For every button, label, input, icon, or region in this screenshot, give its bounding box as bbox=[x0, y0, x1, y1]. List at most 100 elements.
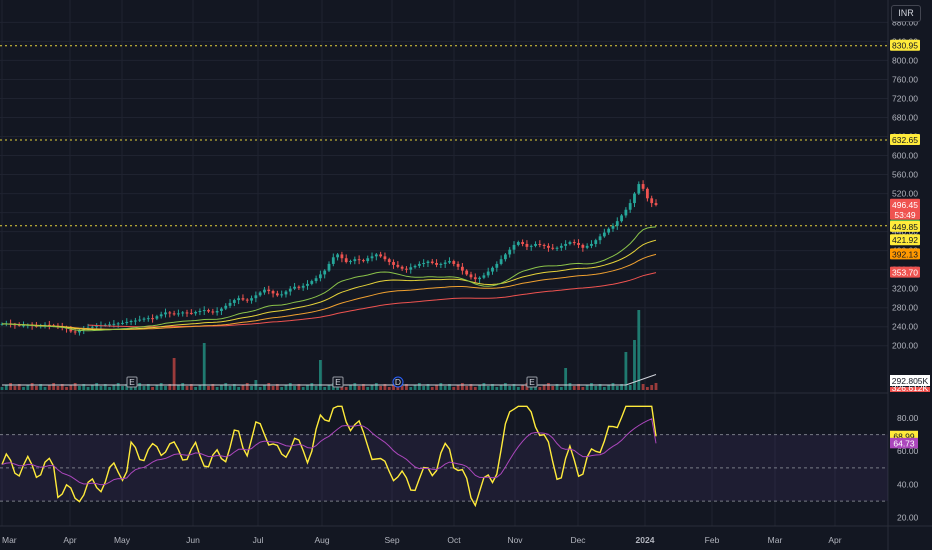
candle[interactable] bbox=[611, 225, 615, 229]
candle[interactable] bbox=[318, 274, 322, 279]
candle[interactable] bbox=[155, 316, 159, 319]
candle[interactable] bbox=[607, 228, 611, 233]
candle[interactable] bbox=[525, 243, 529, 247]
event-marker[interactable]: D bbox=[392, 376, 404, 388]
candle[interactable] bbox=[138, 319, 142, 321]
candle[interactable] bbox=[508, 249, 512, 255]
candle[interactable] bbox=[405, 268, 408, 270]
candle[interactable] bbox=[547, 245, 550, 248]
candle[interactable] bbox=[151, 318, 154, 320]
candle[interactable] bbox=[271, 291, 275, 294]
candle[interactable] bbox=[164, 312, 167, 315]
candle[interactable] bbox=[602, 232, 606, 237]
candle[interactable] bbox=[478, 277, 481, 280]
candle[interactable] bbox=[387, 259, 391, 263]
candle[interactable] bbox=[168, 312, 172, 314]
candle[interactable] bbox=[460, 266, 464, 271]
candle[interactable] bbox=[142, 318, 146, 320]
candle[interactable] bbox=[314, 278, 318, 282]
candle[interactable] bbox=[422, 262, 426, 264]
event-marker[interactable]: E bbox=[332, 376, 344, 388]
candle[interactable] bbox=[254, 295, 258, 299]
candle[interactable] bbox=[443, 262, 447, 264]
candle[interactable] bbox=[177, 313, 180, 315]
candle[interactable] bbox=[228, 302, 232, 306]
candle[interactable] bbox=[456, 263, 460, 267]
candle[interactable] bbox=[362, 260, 365, 262]
candle[interactable] bbox=[542, 244, 546, 246]
candle[interactable] bbox=[379, 254, 383, 257]
candle[interactable] bbox=[297, 286, 301, 288]
candle[interactable] bbox=[202, 310, 206, 312]
candle[interactable] bbox=[559, 245, 563, 248]
rsi-ma-line[interactable] bbox=[1, 418, 657, 486]
candle[interactable] bbox=[232, 300, 236, 303]
candle[interactable] bbox=[486, 271, 490, 276]
candle[interactable] bbox=[409, 267, 413, 270]
candle[interactable] bbox=[331, 257, 335, 264]
candle[interactable] bbox=[417, 263, 421, 266]
candle[interactable] bbox=[439, 263, 443, 265]
candle[interactable] bbox=[413, 265, 417, 268]
candle[interactable] bbox=[628, 203, 632, 210]
candle[interactable] bbox=[469, 274, 473, 278]
candle[interactable] bbox=[620, 215, 623, 222]
candle[interactable] bbox=[435, 262, 438, 265]
candle[interactable] bbox=[275, 293, 279, 296]
candle[interactable] bbox=[473, 277, 477, 280]
candle[interactable] bbox=[396, 264, 400, 267]
candle[interactable] bbox=[323, 270, 327, 275]
candle[interactable] bbox=[353, 259, 357, 262]
moving-average-line-1[interactable] bbox=[88, 272, 657, 328]
candle[interactable] bbox=[581, 244, 585, 248]
candle[interactable] bbox=[129, 321, 133, 323]
candle[interactable] bbox=[78, 330, 81, 333]
candle[interactable] bbox=[172, 313, 176, 315]
candle[interactable] bbox=[641, 184, 645, 189]
candle[interactable] bbox=[564, 243, 568, 246]
candle[interactable] bbox=[400, 266, 404, 269]
candle[interactable] bbox=[615, 221, 619, 226]
candle[interactable] bbox=[301, 285, 305, 288]
candle[interactable] bbox=[340, 254, 344, 259]
candle[interactable] bbox=[241, 298, 245, 300]
candle[interactable] bbox=[383, 256, 387, 260]
candle[interactable] bbox=[263, 289, 266, 293]
candle[interactable] bbox=[645, 188, 649, 199]
candle[interactable] bbox=[306, 283, 309, 286]
event-marker[interactable]: E bbox=[126, 376, 138, 388]
candle[interactable] bbox=[633, 193, 636, 204]
candle[interactable] bbox=[529, 245, 533, 247]
candle[interactable] bbox=[512, 244, 516, 250]
price-pane[interactable] bbox=[0, 45, 888, 336]
candle[interactable] bbox=[293, 286, 296, 289]
candle[interactable] bbox=[370, 256, 374, 259]
candle[interactable] bbox=[280, 294, 284, 296]
candle[interactable] bbox=[357, 259, 361, 261]
candle[interactable] bbox=[551, 247, 555, 249]
candle[interactable] bbox=[258, 292, 262, 296]
candle[interactable] bbox=[17, 324, 21, 326]
candle[interactable] bbox=[650, 198, 654, 204]
candle[interactable] bbox=[22, 325, 25, 327]
candle[interactable] bbox=[310, 281, 314, 284]
candle[interactable] bbox=[624, 209, 628, 216]
candle[interactable] bbox=[504, 254, 507, 260]
candle[interactable] bbox=[108, 324, 111, 326]
candle[interactable] bbox=[125, 321, 129, 323]
candle[interactable] bbox=[146, 318, 150, 320]
candle[interactable] bbox=[590, 243, 593, 246]
candle[interactable] bbox=[284, 291, 288, 295]
candle[interactable] bbox=[555, 247, 559, 249]
candle[interactable] bbox=[491, 267, 494, 272]
price-axis[interactable]: 880.00840.00800.00760.00720.00680.00640.… bbox=[890, 17, 930, 523]
candle[interactable] bbox=[159, 314, 163, 317]
candle[interactable] bbox=[189, 312, 193, 314]
candle[interactable] bbox=[430, 261, 434, 263]
candle[interactable] bbox=[215, 311, 219, 313]
candle[interactable] bbox=[250, 298, 253, 301]
candle[interactable] bbox=[327, 263, 331, 271]
candle[interactable] bbox=[185, 312, 189, 314]
candle[interactable] bbox=[374, 254, 378, 257]
